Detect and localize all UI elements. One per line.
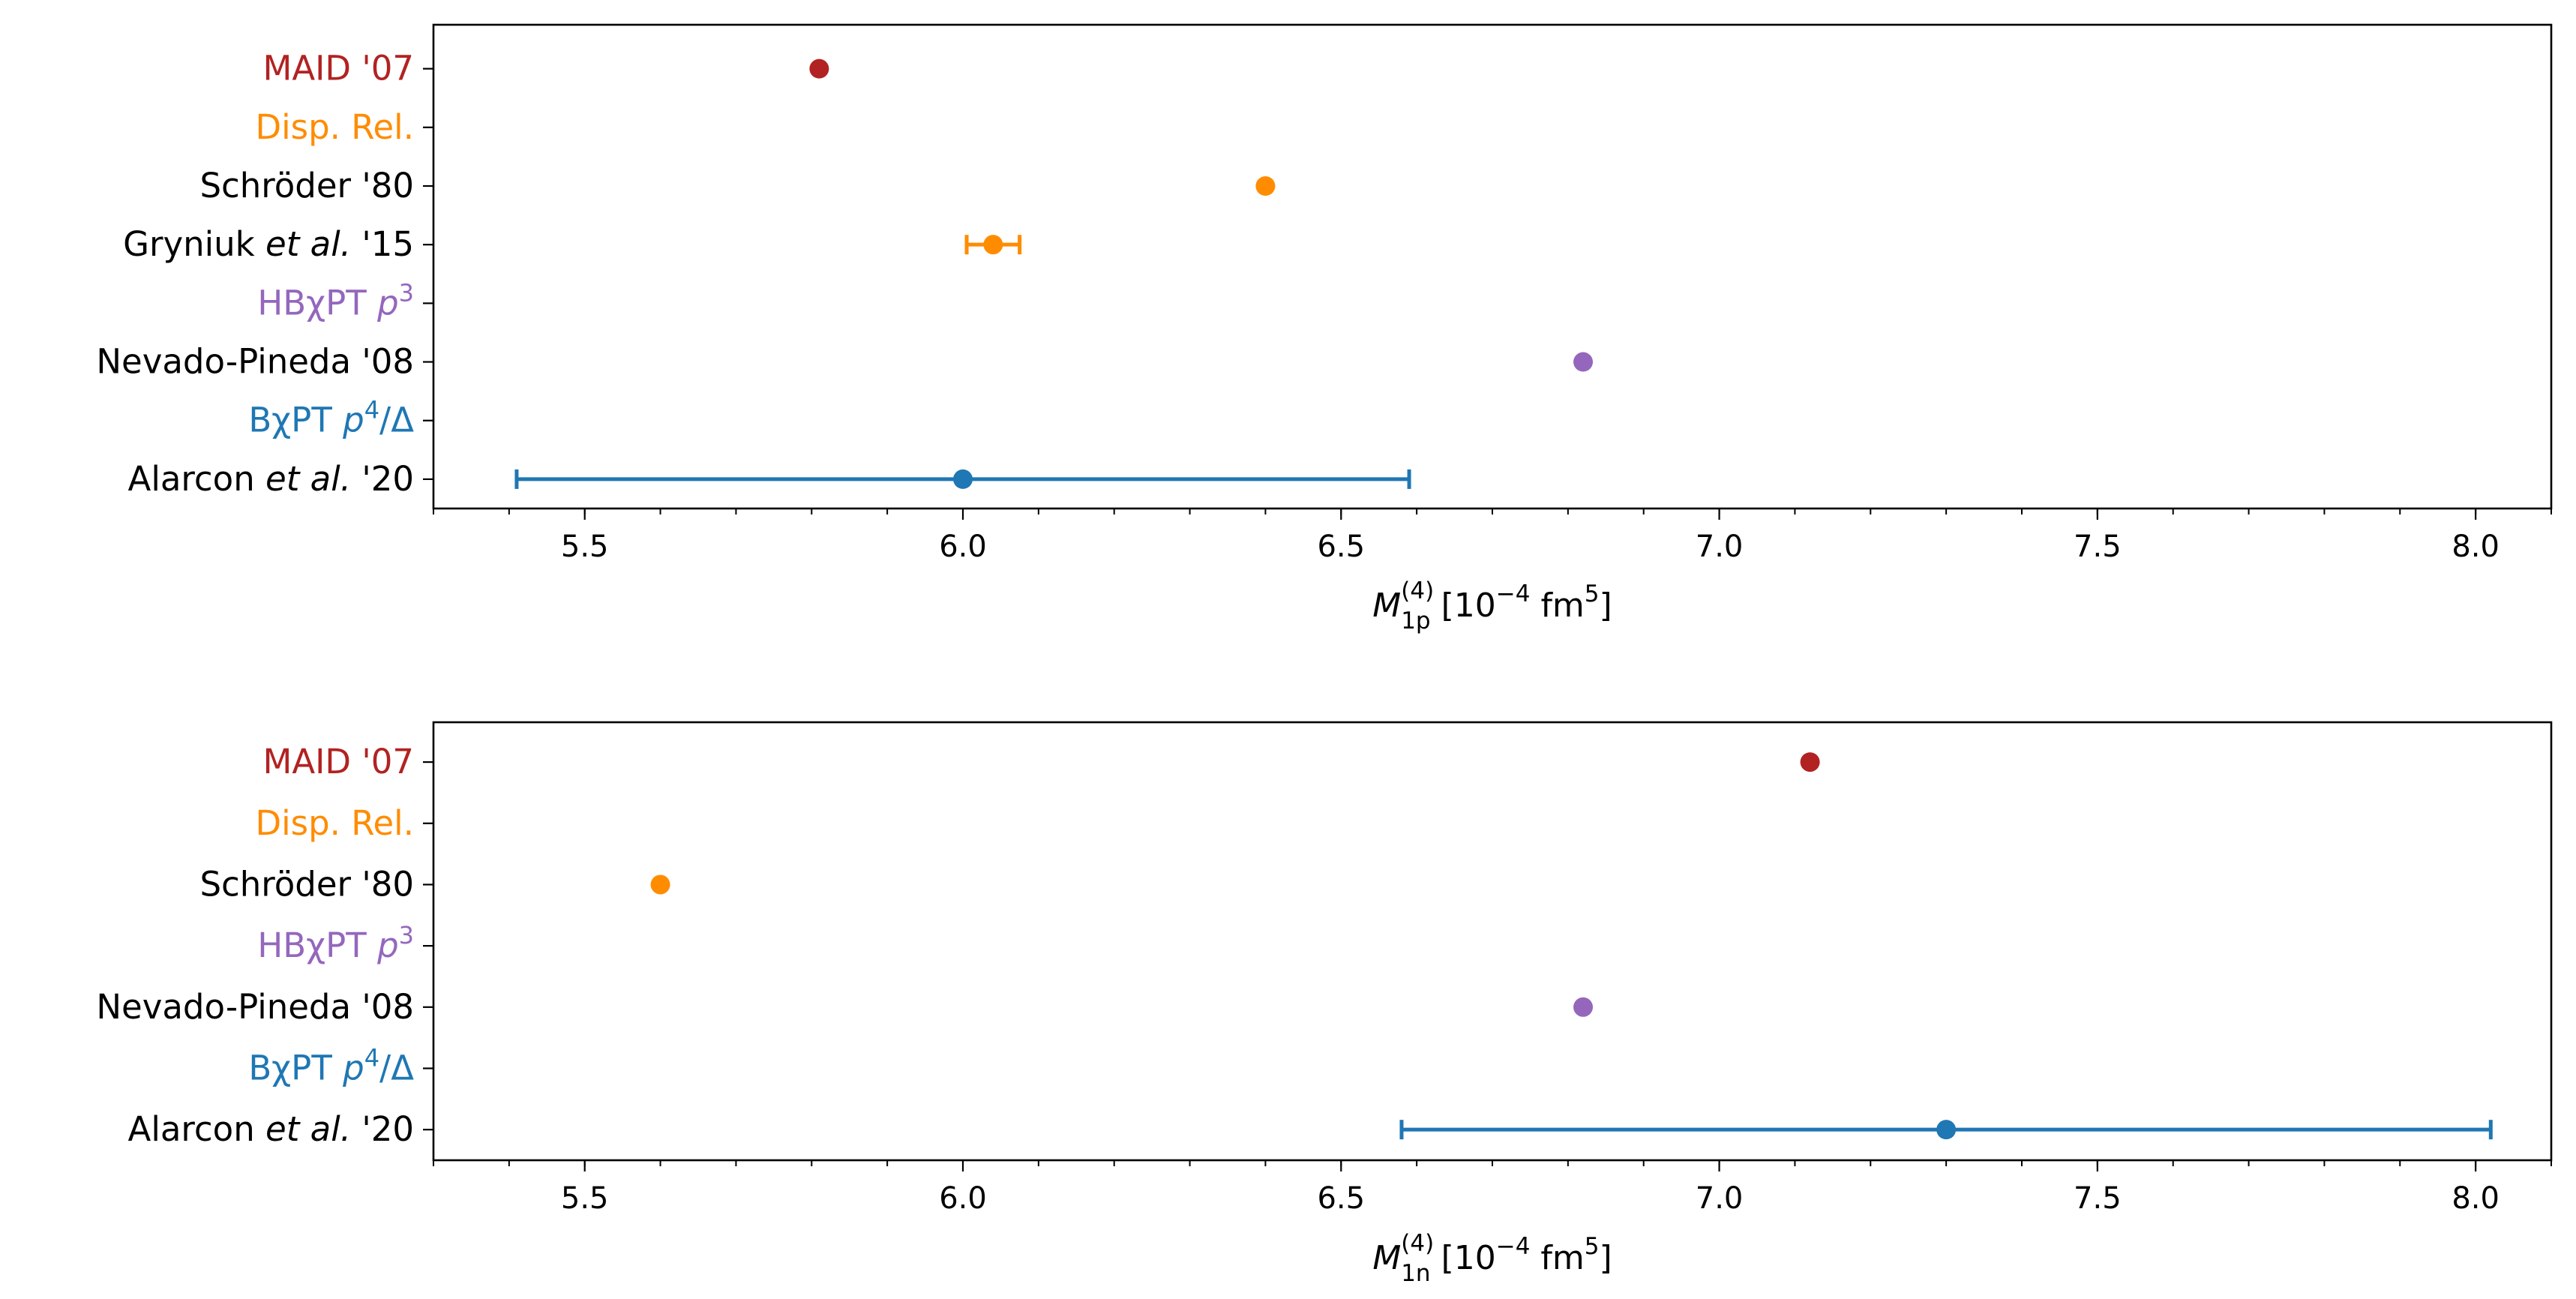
y-category-label: Alarcon et al. '20 xyxy=(128,459,414,499)
x-tick-label: 7.0 xyxy=(1696,530,1744,564)
y-category-label: Schröder '80 xyxy=(199,166,414,206)
data-point-marker xyxy=(809,58,829,79)
x-tick-label: 7.0 xyxy=(1696,1181,1744,1216)
data-point-group xyxy=(514,469,1411,489)
y-category-label: BχPT p4/Δ xyxy=(248,1043,414,1088)
x-tick-label: 6.0 xyxy=(939,530,987,564)
data-point-marker xyxy=(1936,1120,1957,1140)
y-category-label: BχPT p4/Δ xyxy=(248,396,414,440)
x-tick-label: 6.5 xyxy=(1317,1181,1365,1216)
data-point-marker xyxy=(1573,997,1594,1017)
data-point-group xyxy=(1800,752,1820,772)
data-point-marker xyxy=(983,235,1003,255)
data-point-group xyxy=(1573,997,1594,1017)
x-tick-label: 7.5 xyxy=(2074,530,2122,564)
x-tick-label: 7.5 xyxy=(2074,1181,2122,1216)
y-category-label: Schröder '80 xyxy=(199,864,414,904)
x-tick-label: 5.5 xyxy=(561,530,609,564)
x-tick-label: 6.5 xyxy=(1317,530,1365,564)
data-point-marker xyxy=(953,469,973,489)
data-point-group xyxy=(1255,176,1276,196)
y-category-label: HBχPT p3 xyxy=(257,921,414,965)
y-category-label: MAID '07 xyxy=(263,742,414,782)
y-category-label: HBχPT p3 xyxy=(257,278,414,322)
x-tick-label: 8.0 xyxy=(2452,530,2500,564)
data-point-group xyxy=(1573,352,1594,372)
panel-neutron: 5.5 6.0 6.5 7.0 7.5 8.0 MAID '07 Disp. Rel. Schr… xyxy=(96,721,2553,1287)
x-tick-label: 6.0 xyxy=(939,1181,987,1216)
plot-frame xyxy=(432,23,2553,510)
data-point-marker xyxy=(1800,752,1820,772)
y-category-label: MAID '07 xyxy=(263,49,414,88)
y-category-label: Nevado-Pineda '08 xyxy=(96,987,414,1027)
y-category-label: Gryniuk et al. '15 xyxy=(123,224,414,264)
panel-proton: 5.5 6.0 6.5 7.0 7.5 8.0 MAID '07 Disp. Rel. Schr… xyxy=(96,23,2553,634)
data-point-group xyxy=(809,58,829,79)
data-point-marker xyxy=(1255,176,1276,196)
data-point-group xyxy=(1399,1120,2493,1140)
y-category-label: Alarcon et al. '20 xyxy=(128,1109,414,1149)
data-point-marker xyxy=(1573,352,1594,372)
x-tick-label: 8.0 xyxy=(2452,1181,2500,1216)
data-point-marker xyxy=(650,874,670,895)
y-category-label: Disp. Rel. xyxy=(255,107,414,147)
y-category-label: Nevado-Pineda '08 xyxy=(96,342,414,382)
x-axis-label: M(4) 1n [10−4 fm5] xyxy=(1372,1230,1612,1287)
x-axis-label: M(4) 1p [10−4 fm5] xyxy=(1372,578,1612,634)
data-point-group xyxy=(650,874,670,895)
plot-frame xyxy=(432,721,2553,1162)
x-tick-label: 5.5 xyxy=(561,1181,609,1216)
y-category-label: Disp. Rel. xyxy=(255,803,414,843)
data-point-group xyxy=(964,235,1022,255)
